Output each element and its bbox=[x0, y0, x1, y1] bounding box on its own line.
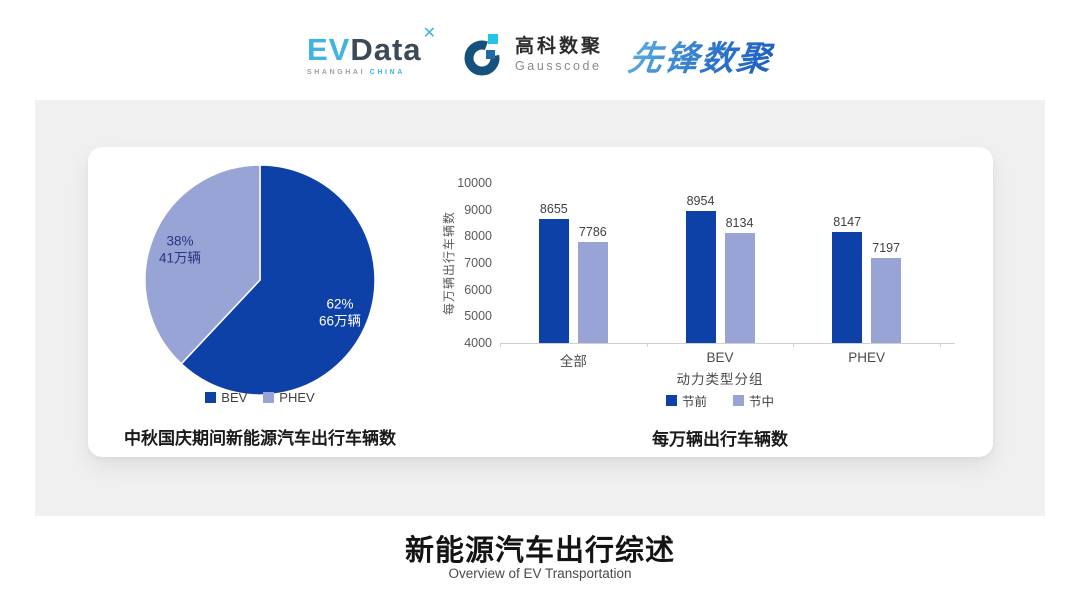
bar-chart-title: 每万辆出行车辆数 bbox=[652, 430, 788, 449]
y-tick-label: 5000 bbox=[464, 309, 492, 324]
bar-legend-item-节中-label: 节中 bbox=[749, 395, 775, 409]
pie-chart-svg: 62% 66万辆 38% 41万辆 bbox=[144, 164, 376, 396]
pie-legend: BEV PHEV bbox=[88, 390, 432, 405]
gausscode-cn-text: 高科数聚 bbox=[514, 35, 603, 57]
pie-legend-item-phev-label: PHEV bbox=[279, 390, 315, 405]
pie-legend-item-bev-label: BEV bbox=[221, 390, 248, 405]
pie-chart: 62% 66万辆 38% 41万辆 BEV PHEV 中秋国庆期间新能源汽车出行车辆数 bbox=[88, 147, 432, 457]
bar-legend-item-节前-swatch bbox=[665, 395, 677, 406]
pie-legend-item-bev-swatch bbox=[205, 392, 217, 403]
pie-slice-label-phev: 38% 41万辆 bbox=[159, 233, 201, 265]
bar-全部-节中 bbox=[577, 242, 608, 343]
y-tick-label: 6000 bbox=[464, 282, 492, 297]
y-tick-label: 10000 bbox=[457, 176, 492, 190]
content-panel: 62% 66万辆 38% 41万辆 BEV PHEV 中秋国庆期间新能源汽车出行车辆数 … bbox=[35, 100, 1045, 516]
charts-card: 62% 66万辆 38% 41万辆 BEV PHEV 中秋国庆期间新能源汽车出行车辆数 … bbox=[88, 147, 993, 457]
x-axis-tick bbox=[646, 343, 648, 347]
y-tick-label: 9000 bbox=[464, 202, 492, 217]
gausscode-en-text: Gausscode bbox=[514, 58, 602, 73]
bar-legend-item-节中-swatch bbox=[733, 395, 744, 406]
pie-legend-item-phev-swatch bbox=[263, 392, 275, 403]
bar-legend: 节前 节中 bbox=[500, 391, 940, 410]
y-tick-label: 7000 bbox=[464, 256, 492, 270]
x-category-label: BEV bbox=[706, 350, 734, 365]
evdata-shanghai-text: SHANGHAI bbox=[307, 69, 366, 76]
x-axis-tick bbox=[793, 343, 795, 347]
x-axis-line bbox=[500, 343, 955, 344]
page-title: 新能源汽车出行综述 bbox=[404, 535, 675, 567]
y-tick-label: 8000 bbox=[464, 229, 492, 244]
gausscode-icon bbox=[464, 34, 500, 76]
bar-value-label: 7197 bbox=[872, 240, 901, 255]
bar-plot-area: 4000 5000 6000 7000 8000 9000 10000 8655 7786 全部 8… bbox=[438, 147, 993, 387]
evdata-china-text: CHINA bbox=[369, 69, 405, 76]
pioneer-logo: 先锋数聚 bbox=[626, 31, 777, 80]
page-subtitle: Overview of EV Transportation bbox=[448, 566, 632, 581]
pie-slice-label-bev: 62% 66万辆 bbox=[319, 297, 361, 329]
pie-chart-title: 中秋国庆期间新能源汽车出行车辆数 bbox=[124, 429, 396, 448]
bar-value-label: 8134 bbox=[725, 215, 754, 230]
pie-legend-item-bev: BEV bbox=[205, 390, 247, 405]
bar-legend-item-节前: 节前 bbox=[665, 391, 707, 410]
evdata-logo: EV Data ✕ SHANGHAI CHINA bbox=[307, 26, 436, 77]
bar-BEV-节中 bbox=[724, 232, 755, 343]
bar-value-label: 8655 bbox=[539, 201, 568, 216]
x-category-label: 全部 bbox=[559, 354, 587, 369]
evdata-wordmark: EV Data ✕ bbox=[307, 26, 436, 67]
bar-value-label: 8954 bbox=[686, 193, 715, 208]
bar-chart: 每万辆出行车辆数 4000 5000 6000 7000 8000 9000 10000 86… bbox=[438, 147, 993, 457]
pie-slice-phev bbox=[144, 164, 261, 365]
y-tick-label: 4000 bbox=[464, 336, 492, 350]
bar-legend-item-节中: 节中 bbox=[733, 391, 774, 410]
bar-value-label: 7786 bbox=[578, 225, 607, 240]
evdata-ev-text: EV bbox=[307, 32, 351, 67]
bar-PHEV-节中 bbox=[871, 257, 902, 343]
gausscode-wordmark: 高科数聚 Gausscode bbox=[514, 35, 603, 74]
x-axis-tick bbox=[940, 343, 941, 347]
gausscode-logo: 高科数聚 Gausscode bbox=[462, 32, 603, 78]
x-category-label: PHEV bbox=[848, 350, 886, 365]
header-logos: EV Data ✕ SHANGHAI CHINA 高科数聚 Gausscode 先锋… bbox=[0, 26, 1080, 84]
evdata-star-icon: ✕ bbox=[422, 25, 437, 42]
x-axis-tick bbox=[500, 343, 501, 347]
evdata-subtext: SHANGHAI CHINA bbox=[307, 69, 436, 76]
bar-value-label: 8147 bbox=[833, 215, 862, 230]
evdata-data-text: Data bbox=[350, 32, 422, 67]
pie-slice-bev bbox=[180, 164, 376, 396]
bar-BEV-节前 bbox=[685, 210, 716, 343]
bar-x-axis-label: 动力类型分组 bbox=[676, 372, 764, 387]
bar-全部-节前 bbox=[538, 218, 569, 343]
pie-legend-item-phev: PHEV bbox=[263, 390, 315, 405]
bar-legend-item-节前-label: 节前 bbox=[681, 395, 707, 409]
bar-PHEV-节前 bbox=[832, 232, 863, 343]
